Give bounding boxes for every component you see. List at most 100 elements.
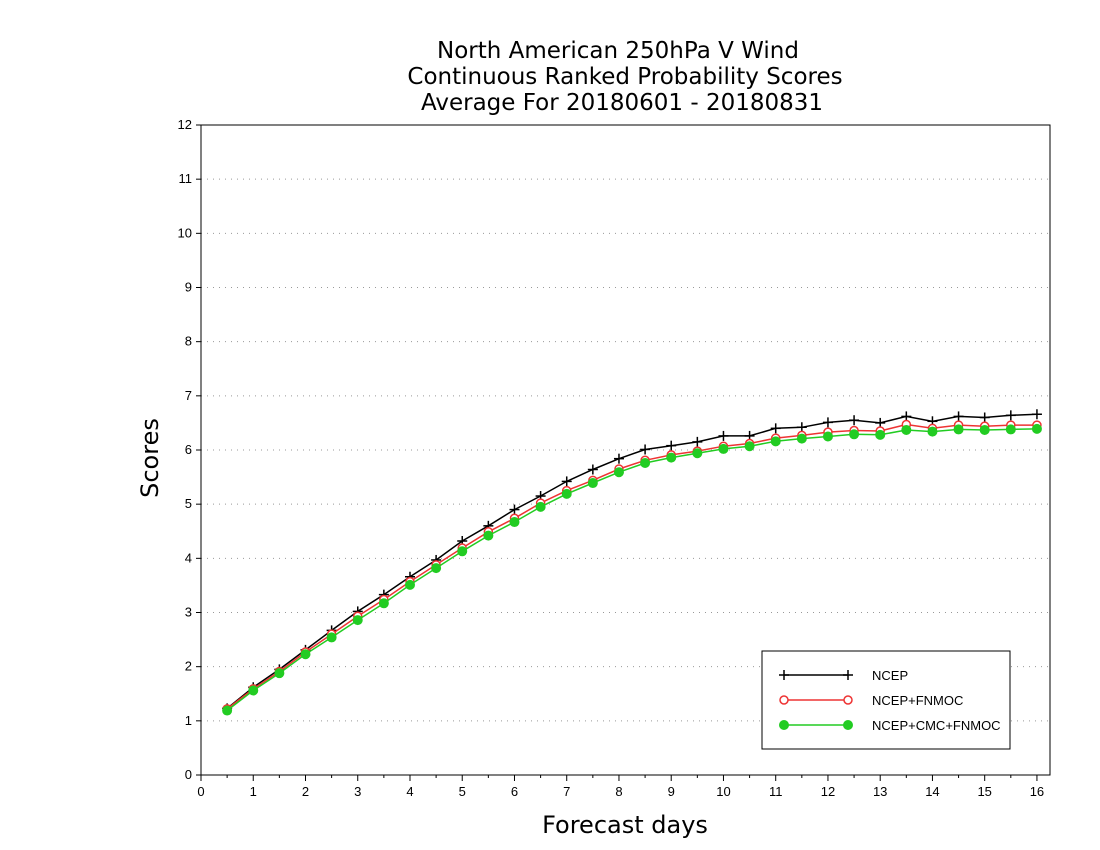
y-tick-label-11: 11 bbox=[179, 171, 193, 186]
chart-title-line-1: North American 250hPa V Wind bbox=[437, 38, 799, 64]
data-point-NCEP-13 bbox=[875, 417, 886, 428]
data-point-NCEP-9.5 bbox=[692, 436, 703, 447]
x-tick-label-8: 8 bbox=[615, 784, 622, 799]
legend-marker bbox=[843, 695, 853, 705]
data-point-NCEP+CMC+FNMOC-16 bbox=[1031, 423, 1042, 434]
x-tick-label-1: 1 bbox=[250, 784, 257, 799]
data-point-NCEP+CMC+FNMOC-15.5 bbox=[1005, 424, 1016, 435]
x-tick-label-11: 11 bbox=[769, 784, 783, 799]
x-tick-label-9: 9 bbox=[668, 784, 675, 799]
data-point-NCEP+CMC+FNMOC-13 bbox=[875, 429, 886, 440]
y-tick-label-7: 7 bbox=[185, 388, 192, 403]
data-point-NCEP+CMC+FNMOC-7.5 bbox=[587, 478, 598, 489]
series-layer bbox=[222, 409, 1042, 716]
data-point-NCEP+CMC+FNMOC-11.5 bbox=[796, 433, 807, 444]
data-point-NCEP+CMC+FNMOC-2.5 bbox=[326, 632, 337, 643]
data-point-NCEP+CMC+FNMOC-1 bbox=[248, 685, 259, 696]
y-tick-label-10: 10 bbox=[178, 225, 192, 240]
legend-label: NCEP+CMC+FNMOC bbox=[872, 718, 1001, 733]
legend-marker bbox=[779, 695, 789, 705]
x-tick-label-10: 10 bbox=[716, 784, 730, 799]
data-point-NCEP+CMC+FNMOC-8.5 bbox=[640, 458, 651, 468]
legend-label: NCEP bbox=[872, 668, 908, 683]
data-point-NCEP+CMC+FNMOC-5.5 bbox=[483, 530, 494, 541]
legend-marker bbox=[843, 720, 853, 730]
data-point-NCEP-15.5 bbox=[1005, 410, 1016, 421]
x-tick-label-15: 15 bbox=[977, 784, 991, 799]
data-point-NCEP+CMC+FNMOC-6.5 bbox=[535, 501, 546, 512]
chart-title-line-3: Average For 20180601 - 20180831 bbox=[421, 90, 823, 116]
data-point-NCEP+CMC+FNMOC-1.5 bbox=[274, 668, 285, 679]
data-point-NCEP+CMC+FNMOC-9.5 bbox=[692, 448, 703, 459]
legend-marker bbox=[779, 670, 789, 680]
data-point-NCEP-7.5 bbox=[587, 464, 598, 475]
legend: NCEP NCEP+FNMOC NCEP+CMC+FNMOC bbox=[761, 650, 1011, 750]
y-tick-label-5: 5 bbox=[185, 496, 192, 511]
x-axis-label: Forecast days bbox=[542, 811, 708, 839]
x-tick-label-12: 12 bbox=[821, 784, 835, 799]
data-point-NCEP+CMC+FNMOC-13.5 bbox=[901, 424, 912, 435]
data-point-NCEP+CMC+FNMOC-15 bbox=[979, 424, 990, 435]
data-point-NCEP-15 bbox=[979, 412, 990, 423]
data-point-NCEP+CMC+FNMOC-3 bbox=[352, 615, 363, 626]
data-point-NCEP+CMC+FNMOC-7 bbox=[561, 488, 572, 499]
legend-item-NCEP+CMC+FNMOC: NCEP+CMC+FNMOC bbox=[779, 718, 1001, 733]
data-point-NCEP+CMC+FNMOC-11 bbox=[770, 436, 781, 447]
legend-marker bbox=[843, 670, 853, 680]
data-point-NCEP-7 bbox=[561, 476, 572, 487]
data-point-NCEP+CMC+FNMOC-14.5 bbox=[953, 424, 964, 435]
data-point-NCEP-10 bbox=[718, 430, 729, 441]
x-tick-label-13: 13 bbox=[873, 784, 887, 799]
series-NCEP+CMC+FNMOC bbox=[222, 423, 1042, 716]
x-tick-label-2: 2 bbox=[302, 784, 309, 799]
data-point-NCEP+CMC+FNMOC-10.5 bbox=[744, 441, 755, 452]
y-axis-label: Scores bbox=[136, 418, 164, 498]
legend-label: NCEP+FNMOC bbox=[872, 693, 963, 708]
data-point-NCEP-6 bbox=[509, 504, 520, 515]
x-tick-label-14: 14 bbox=[925, 784, 939, 799]
data-point-NCEP-8 bbox=[613, 453, 624, 464]
x-tick-label-0: 0 bbox=[197, 784, 204, 799]
legend-item-NCEP+FNMOC: NCEP+FNMOC bbox=[779, 693, 963, 708]
y-tick-label-9: 9 bbox=[185, 280, 192, 295]
series-line-NCEP bbox=[226, 413, 1037, 709]
y-tick-label-0: 0 bbox=[185, 767, 192, 782]
data-point-NCEP+CMC+FNMOC-3.5 bbox=[378, 598, 389, 609]
data-point-NCEP-12.5 bbox=[849, 415, 860, 426]
data-point-NCEP+CMC+FNMOC-9 bbox=[666, 452, 677, 463]
data-point-NCEP+CMC+FNMOC-5 bbox=[457, 546, 468, 557]
y-tick-label-3: 3 bbox=[185, 605, 192, 620]
x-tick-label-7: 7 bbox=[563, 784, 570, 799]
data-point-NCEP-11.5 bbox=[796, 422, 807, 433]
data-point-NCEP-13.5 bbox=[901, 411, 912, 422]
y-tick-label-12: 12 bbox=[178, 117, 192, 132]
data-point-NCEP+CMC+FNMOC-12 bbox=[822, 431, 833, 442]
data-point-NCEP+CMC+FNMOC-0.5 bbox=[222, 705, 233, 716]
data-point-NCEP-9 bbox=[666, 440, 677, 451]
x-tick-label-6: 6 bbox=[511, 784, 518, 799]
legend-item-NCEP: NCEP bbox=[779, 668, 908, 683]
x-tick-label-5: 5 bbox=[459, 784, 466, 799]
data-point-NCEP+CMC+FNMOC-6 bbox=[509, 517, 520, 528]
legend-marker bbox=[779, 720, 789, 730]
data-point-NCEP-16 bbox=[1031, 409, 1042, 420]
y-tick-label-8: 8 bbox=[185, 334, 192, 349]
data-point-NCEP-8.5 bbox=[640, 444, 651, 455]
data-point-NCEP+CMC+FNMOC-14 bbox=[927, 426, 938, 437]
y-tick-label-2: 2 bbox=[185, 659, 192, 674]
data-point-NCEP-12 bbox=[822, 417, 833, 428]
data-point-NCEP+CMC+FNMOC-12.5 bbox=[849, 429, 860, 440]
y-tick-label-1: 1 bbox=[185, 713, 192, 728]
data-point-NCEP-11 bbox=[770, 423, 781, 434]
data-point-NCEP+CMC+FNMOC-8 bbox=[613, 467, 624, 478]
x-tick-label-4: 4 bbox=[406, 784, 413, 799]
data-point-NCEP-14.5 bbox=[953, 411, 964, 422]
data-point-NCEP+CMC+FNMOC-4.5 bbox=[431, 563, 442, 574]
data-point-NCEP+CMC+FNMOC-4 bbox=[404, 579, 415, 590]
y-tick-label-4: 4 bbox=[185, 550, 192, 565]
data-point-NCEP+CMC+FNMOC-2 bbox=[300, 649, 311, 660]
x-tick-label-16: 16 bbox=[1030, 784, 1044, 799]
x-tick-label-3: 3 bbox=[354, 784, 361, 799]
